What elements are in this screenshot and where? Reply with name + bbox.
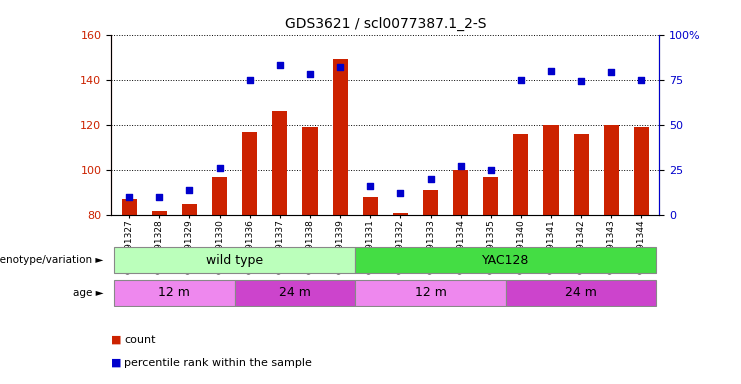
Text: 24 m: 24 m [279, 286, 311, 299]
Bar [235, 280, 355, 306]
Point [575, 78, 587, 84]
Bar [355, 280, 506, 306]
Bar [634, 127, 649, 215]
Point [515, 77, 527, 83]
Bar [604, 125, 619, 215]
Point [425, 176, 436, 182]
Point [213, 165, 225, 171]
Bar [506, 280, 657, 306]
Bar [152, 210, 167, 215]
Bar [122, 199, 137, 215]
Text: 24 m: 24 m [565, 286, 597, 299]
Point [274, 62, 286, 68]
Text: wild type: wild type [206, 254, 263, 266]
Bar [363, 197, 378, 215]
Point [184, 187, 196, 193]
Point [636, 77, 648, 83]
Bar [302, 127, 318, 215]
Text: age ►: age ► [73, 288, 104, 298]
Bar [182, 204, 197, 215]
Bar [453, 170, 468, 215]
Bar [242, 132, 257, 215]
Bar [514, 134, 528, 215]
Point [485, 167, 496, 173]
Title: GDS3621 / scl0077387.1_2-S: GDS3621 / scl0077387.1_2-S [285, 17, 486, 31]
Text: percentile rank within the sample: percentile rank within the sample [124, 358, 313, 368]
Bar [574, 134, 588, 215]
Bar [333, 60, 348, 215]
Point [365, 183, 376, 189]
Bar [212, 177, 227, 215]
Bar [114, 247, 355, 273]
Bar [483, 177, 498, 215]
Text: YAC128: YAC128 [482, 254, 530, 266]
Bar [543, 125, 559, 215]
Text: ■: ■ [111, 358, 125, 368]
Point [123, 194, 135, 200]
Point [605, 70, 617, 76]
Point [334, 64, 346, 70]
Text: genotype/variation ►: genotype/variation ► [0, 255, 104, 265]
Bar [393, 213, 408, 215]
Text: count: count [124, 335, 156, 345]
Text: ■: ■ [111, 335, 125, 345]
Bar [355, 247, 657, 273]
Text: 12 m: 12 m [159, 286, 190, 299]
Bar [114, 280, 235, 306]
Bar [423, 190, 438, 215]
Text: 12 m: 12 m [414, 286, 446, 299]
Point [545, 68, 557, 74]
Bar [273, 111, 288, 215]
Point [153, 194, 165, 200]
Point [304, 71, 316, 77]
Point [455, 163, 467, 169]
Point [244, 77, 256, 83]
Point [394, 190, 406, 197]
